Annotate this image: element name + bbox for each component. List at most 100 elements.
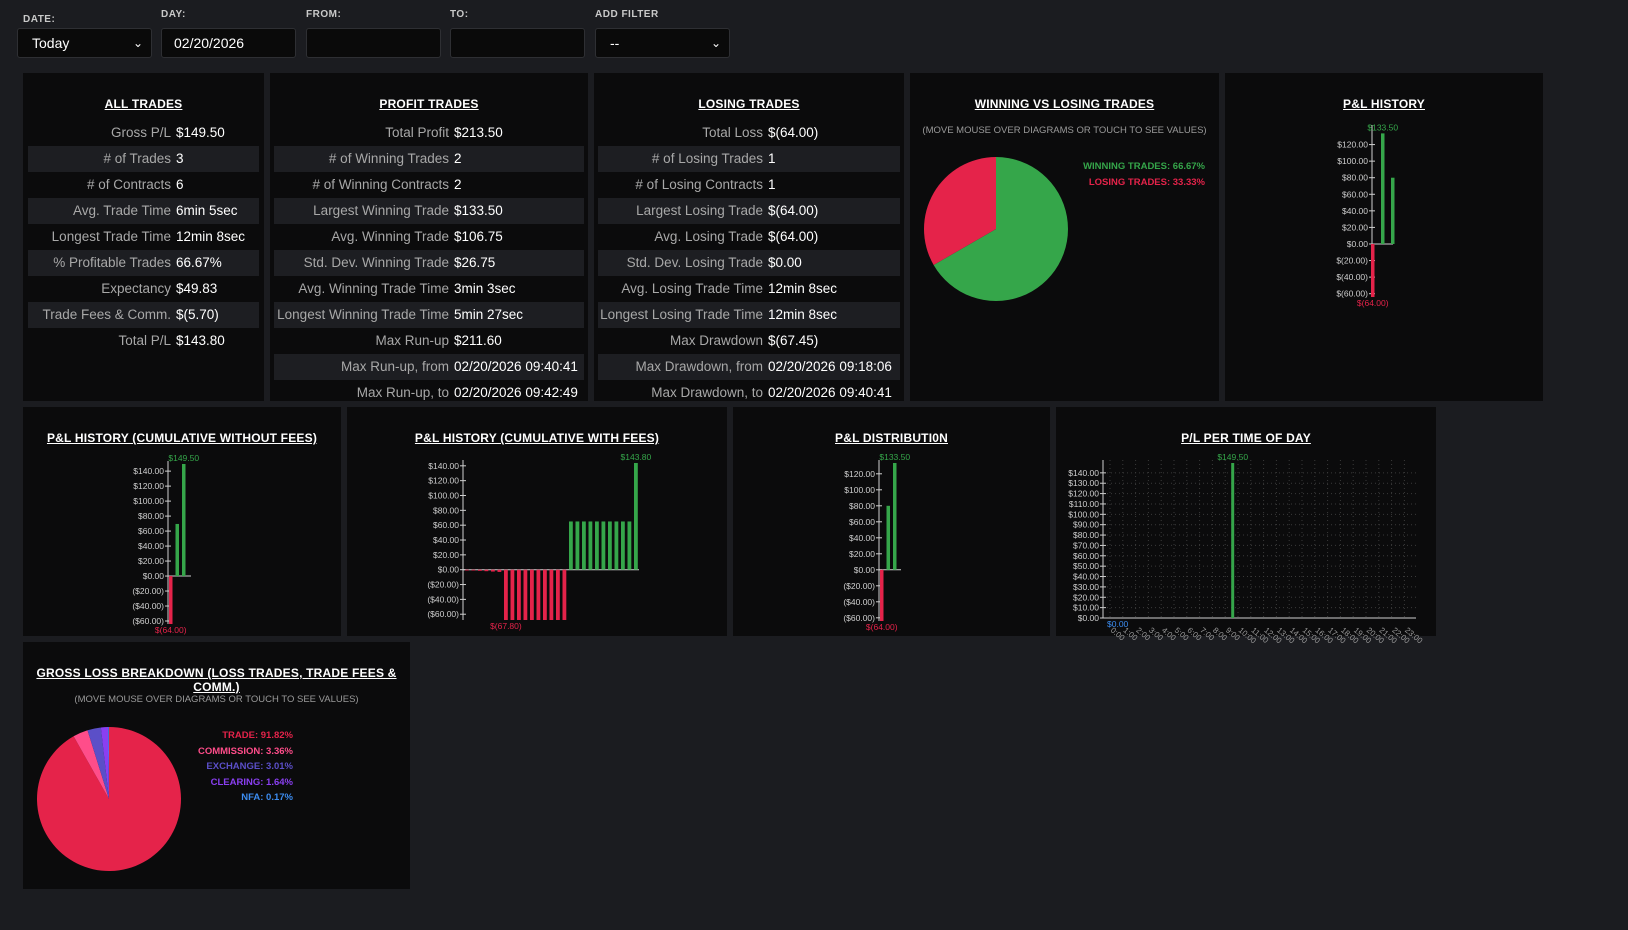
stat-label: Longest Winning Trade Time — [277, 307, 449, 322]
from-time-input[interactable] — [306, 28, 441, 58]
pie-slice[interactable] — [933, 157, 1068, 301]
bar[interactable] — [621, 521, 625, 570]
bar[interactable] — [1371, 243, 1375, 297]
stat-row: Total Profit $213.50 — [274, 120, 584, 146]
pie-slice[interactable] — [108, 727, 109, 799]
pie-slice[interactable] — [100, 727, 109, 799]
bar[interactable] — [523, 569, 528, 620]
win-vs-loss-hint: (MOVE MOUSE OVER DIAGRAMS OR TOUCH TO SE… — [922, 125, 1207, 136]
stat-value: $(5.70) — [176, 307, 219, 322]
win-vs-loss-pie-chart[interactable] — [910, 73, 1219, 401]
bar[interactable] — [582, 521, 586, 570]
y-tick-label: $20.00 — [849, 549, 875, 559]
stat-row: Expectancy $49.83 — [28, 276, 259, 302]
stat-label: Avg. Winning Trade — [331, 229, 449, 244]
y-tick-label: $30.00 — [1073, 582, 1099, 592]
y-tick-label: ($60.00) — [843, 613, 875, 623]
bar[interactable] — [175, 523, 180, 577]
bar[interactable] — [1381, 133, 1385, 244]
stat-row: # of Winning Contracts 2 — [274, 172, 584, 198]
y-tick-label: ($40.00) — [132, 601, 164, 611]
bar[interactable] — [614, 521, 619, 570]
y-tick-label: $130.00 — [1068, 478, 1099, 488]
y-tick-label: $60.00 — [1342, 189, 1368, 199]
bar[interactable] — [504, 569, 508, 620]
bar[interactable] — [634, 463, 638, 570]
y-tick-label: $140.00 — [1068, 468, 1099, 478]
stat-value: 2 — [454, 177, 462, 192]
bar[interactable] — [893, 463, 897, 570]
bar[interactable] — [169, 576, 173, 624]
bar[interactable] — [575, 521, 580, 570]
stat-value: $149.50 — [176, 125, 225, 140]
y-tick-label: $80.00 — [849, 501, 875, 511]
stat-row: Largest Winning Trade $133.50 — [274, 198, 584, 224]
y-tick-label: $80.00 — [138, 511, 164, 521]
bar[interactable] — [886, 505, 891, 570]
pl-distribution-chart[interactable]: ($60.00) ($40.00) ($20.00) $0.00 $20.00 $40.0… — [733, 407, 1050, 636]
bar[interactable] — [478, 569, 482, 571]
y-tick-label: $100.00 — [1068, 509, 1099, 519]
all-trades-title: ALL TRADES — [104, 97, 183, 111]
y-tick-label: $60.00 — [849, 517, 875, 527]
pl-cum-with-fees-chart[interactable]: ($60.00) ($40.00) ($20.00) $0.00 $20.00 $40.0… — [347, 407, 727, 636]
pl-history-title: P&L HISTORY — [1343, 97, 1425, 111]
y-tick-label: $100.00 — [133, 496, 164, 506]
win-vs-loss-panel: WINNING VS LOSING TRADES (MOVE MOUSE OVE… — [910, 73, 1219, 401]
to-time-input[interactable] — [450, 28, 585, 58]
bar[interactable] — [569, 521, 573, 570]
stat-label: Std. Dev. Losing Trade — [626, 255, 763, 270]
day-input[interactable]: 02/20/2026 — [161, 28, 296, 58]
pie-slice[interactable] — [87, 727, 109, 799]
legend-item: EXCHANGE: 3.01% — [206, 761, 293, 772]
bar[interactable] — [601, 521, 606, 570]
stat-label: Trade Fees & Comm. — [42, 307, 171, 322]
y-tick-label: $0.00 — [438, 565, 460, 575]
y-tick-label: $0.00 — [143, 571, 165, 581]
pl-history-chart[interactable]: $(60.00) $(40.00) $(20.00) $0.00 $20.00 $40.0… — [1225, 73, 1543, 401]
date-range-value: Today — [32, 35, 70, 51]
bar[interactable] — [510, 569, 515, 620]
bar[interactable] — [491, 569, 495, 572]
stat-value: 12min 8sec — [176, 229, 246, 244]
bar[interactable] — [556, 569, 560, 620]
y-tick-label: $120.00 — [1068, 489, 1099, 499]
bar[interactable] — [536, 569, 541, 620]
bar[interactable] — [543, 569, 547, 620]
add-filter-select[interactable]: -- ⌄ — [595, 28, 730, 58]
bar[interactable] — [595, 521, 599, 570]
y-tick-label: $80.00 — [1342, 173, 1368, 183]
bar[interactable] — [588, 521, 593, 570]
stat-value: 6min 5sec — [176, 203, 238, 218]
bar[interactable] — [627, 521, 632, 570]
bar[interactable] — [497, 569, 502, 572]
bar[interactable] — [608, 521, 612, 570]
y-tick-label: $40.00 — [433, 535, 459, 545]
pl-time-of-day-chart[interactable]: $0.00$10.00$20.00$30.00$40.00$50.00$60.0… — [1056, 407, 1436, 646]
legend-item: CLEARING: 1.64% — [210, 776, 293, 788]
bar[interactable] — [471, 569, 476, 571]
pie-slice[interactable] — [73, 730, 109, 799]
bar[interactable] — [182, 464, 186, 577]
bar[interactable] — [484, 569, 489, 572]
bar[interactable] — [517, 569, 521, 620]
bar[interactable] — [562, 569, 567, 620]
y-tick-label: ($20.00) — [132, 586, 164, 596]
gross-loss-pie-chart[interactable] — [23, 642, 410, 889]
bar[interactable] — [1391, 177, 1395, 244]
pl-cum-no-fees-chart[interactable]: ($60.00) ($40.00) ($20.00) $0.00 $20.00 $40.0… — [23, 407, 341, 636]
pie-slice[interactable] — [36, 727, 181, 871]
stat-row: Total P/L $143.80 — [28, 328, 259, 354]
date-range-select[interactable]: Today ⌄ — [17, 28, 152, 58]
bar[interactable] — [549, 569, 554, 620]
pie-slice[interactable] — [924, 157, 996, 265]
stat-value: $(64.00) — [768, 203, 819, 218]
y-tick-label: $0.00 — [854, 565, 876, 575]
y-tick-label: $120.00 — [844, 469, 875, 479]
stat-row: Trade Fees & Comm. $(5.70) — [28, 302, 259, 328]
stat-label: # of Losing Trades — [651, 151, 763, 166]
bar[interactable] — [465, 569, 469, 571]
bar[interactable] — [1231, 463, 1235, 618]
bar[interactable] — [530, 569, 534, 620]
bar[interactable] — [880, 569, 884, 621]
